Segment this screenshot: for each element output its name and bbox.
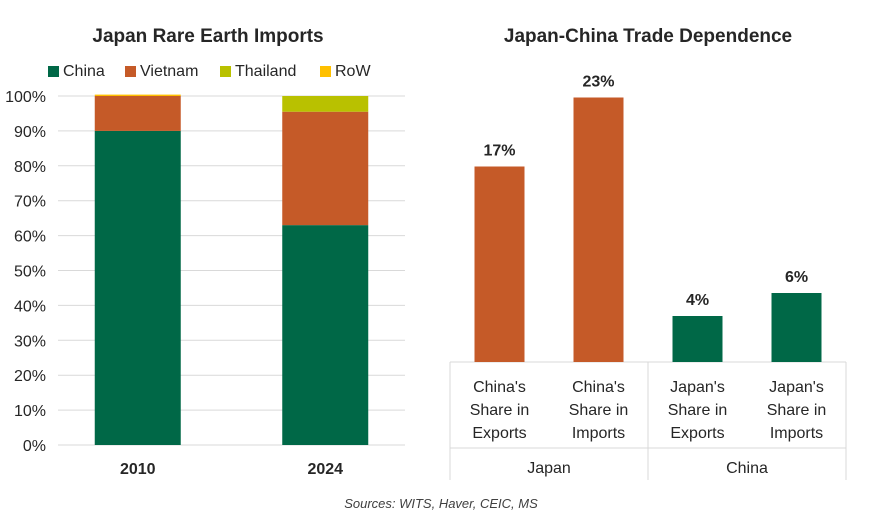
x-tick-label: Imports xyxy=(770,425,823,442)
x-tick-label-2010: 2010 xyxy=(120,461,156,478)
legend-label-row: RoW xyxy=(335,63,371,80)
bar-2010-china xyxy=(94,130,181,445)
bar-japan-china-s-share-in-imports xyxy=(573,97,624,362)
legend-swatch-china xyxy=(48,66,59,77)
y-tick-label: 30% xyxy=(14,333,46,350)
bar-2024-vietnam xyxy=(282,111,369,226)
y-tick-label: 70% xyxy=(14,194,46,211)
x-tick-label: Japan's xyxy=(769,379,824,396)
bar-japan-china-s-share-in-exports xyxy=(474,166,525,362)
bar-2024-thailand xyxy=(282,96,369,112)
x-tick-label: Exports xyxy=(472,425,526,442)
source-note: Sources: WITS, Haver, CEIC, MS xyxy=(344,496,538,511)
legend-swatch-vietnam xyxy=(125,66,136,77)
data-label: 6% xyxy=(785,269,808,286)
y-tick-label: 50% xyxy=(14,264,46,281)
chart2-title: Japan-China Trade Dependence xyxy=(504,26,792,47)
chart1-title: Japan Rare Earth Imports xyxy=(92,26,323,47)
y-tick-label: 20% xyxy=(14,368,46,385)
legend-label-china: China xyxy=(63,63,105,80)
y-tick-label: 80% xyxy=(14,159,46,176)
data-label: 4% xyxy=(686,292,709,309)
bar-2024-china xyxy=(282,225,369,445)
bar-2010-row xyxy=(94,94,181,96)
y-tick-label: 60% xyxy=(14,229,46,246)
legend-swatch-thailand xyxy=(220,66,231,77)
y-tick-label: 90% xyxy=(14,124,46,141)
x-tick-label: Share in xyxy=(767,402,827,419)
x-tick-label: Exports xyxy=(670,425,724,442)
data-label: 23% xyxy=(582,74,614,91)
x-tick-label: Share in xyxy=(569,402,629,419)
data-label: 17% xyxy=(483,143,515,160)
group-label-japan: Japan xyxy=(527,460,571,477)
bar-china-japan-s-share-in-exports xyxy=(672,316,723,362)
x-tick-label: China's xyxy=(572,379,625,396)
y-tick-label: 40% xyxy=(14,298,46,315)
x-tick-label: China's xyxy=(473,379,526,396)
y-tick-label: 10% xyxy=(14,403,46,420)
x-tick-label: Japan's xyxy=(670,379,725,396)
bar-2010-vietnam xyxy=(94,96,181,131)
x-tick-label-2024: 2024 xyxy=(307,461,343,478)
y-tick-label: 100% xyxy=(5,89,46,106)
x-tick-label: Share in xyxy=(668,402,728,419)
x-tick-label: Share in xyxy=(470,402,530,419)
x-tick-label: Imports xyxy=(572,425,625,442)
rare-earth-imports-chart: Japan Rare Earth Imports China Vietnam Thai… xyxy=(5,26,405,478)
legend-label-vietnam: Vietnam xyxy=(140,63,198,80)
group-label-china: China xyxy=(726,460,768,477)
bar-china-japan-s-share-in-imports xyxy=(771,293,822,362)
legend-label-thailand: Thailand xyxy=(235,63,296,80)
legend-swatch-row xyxy=(320,66,331,77)
y-tick-label: 0% xyxy=(23,438,46,455)
trade-dependence-chart: Japan-China Trade Dependence 17% China's Sh… xyxy=(449,26,847,480)
